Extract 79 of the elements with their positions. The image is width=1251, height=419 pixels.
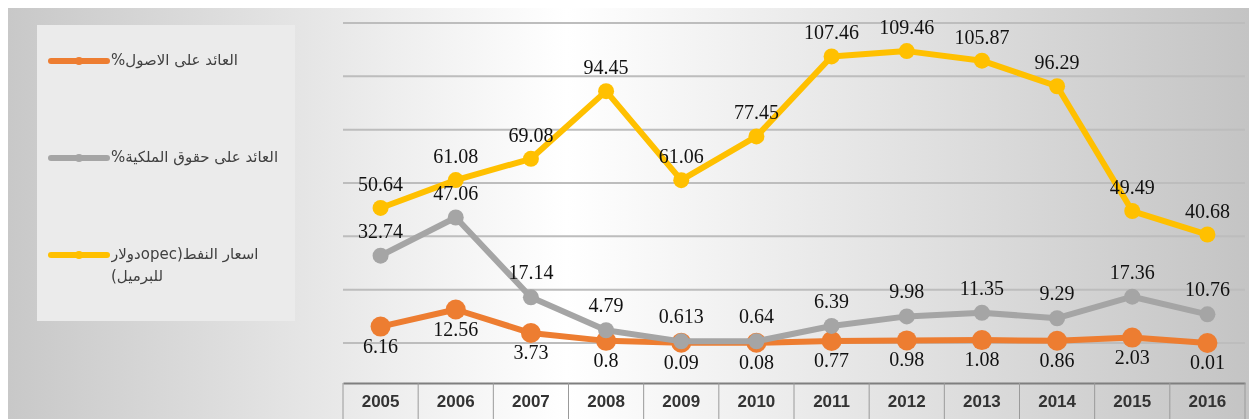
data-label: 107.46 [804,21,860,44]
x-tick-label: 2011 [813,392,851,412]
point [372,199,389,216]
point [598,83,615,100]
data-label: 32.74 [358,219,404,242]
point [973,52,990,69]
data-label: 11.35 [959,276,1005,299]
data-label: 0.08 [738,350,774,373]
data-label: 96.29 [1034,51,1080,74]
x-tick-label: 2014 [1038,392,1077,412]
x-tick-label: 2007 [512,392,550,412]
point [896,330,917,351]
data-label: 0.8 [593,348,619,371]
data-label: 0.86 [1039,348,1075,371]
x-tick-label: 2006 [436,392,475,412]
point [522,150,539,167]
data-label: 3.73 [513,341,549,364]
x-tick-label: 2015 [1113,392,1152,412]
data-label: 6.16 [363,334,399,357]
data-label: 40.68 [1184,199,1230,222]
point [1124,288,1141,305]
point [447,209,464,226]
point [445,299,466,320]
data-label: 0.613 [658,305,704,328]
data-label: 77.45 [733,101,779,124]
point [1122,327,1143,348]
x-tick-label: 2008 [587,392,625,412]
data-label: 61.08 [433,145,479,168]
x-tick-label: 2009 [662,392,701,412]
point [1197,332,1218,353]
point [673,172,690,189]
data-label: 0.98 [889,348,925,371]
data-label: 0.77 [814,348,850,371]
x-tick-label: 2016 [1188,392,1227,412]
legend-label: العائد على الاصول% [111,50,238,71]
data-label: 17.36 [1109,260,1155,283]
point [823,317,840,334]
data-label: 0.01 [1189,350,1225,373]
point [1199,306,1216,323]
x-tick-label: 2005 [361,392,400,412]
data-label: 9.98 [889,280,925,303]
data-label: 94.45 [583,56,629,79]
point [973,304,990,321]
data-label: 6.39 [814,289,850,312]
data-label: 12.56 [433,317,479,340]
point [370,316,391,337]
data-label: 105.87 [954,25,1010,48]
point [1049,310,1066,327]
point [898,308,915,325]
point [1049,78,1066,95]
data-label: 109.46 [879,16,935,39]
point [821,330,842,351]
data-label: 69.08 [508,123,554,146]
point [748,128,765,145]
point [1047,330,1068,351]
point [898,43,915,60]
point [971,330,992,351]
data-label: 50.64 [358,172,404,195]
x-tick-label: 2013 [963,392,1001,412]
x-tick-label: 2012 [887,392,926,412]
point [520,323,541,344]
point [598,322,615,339]
point [1199,226,1216,243]
data-label: 1.08 [964,348,1000,371]
data-label: 0.64 [738,305,774,328]
point [1124,203,1141,220]
data-label: 47.06 [433,181,479,204]
data-label: 9.29 [1039,282,1075,305]
x-tick-label: 2010 [737,392,776,412]
legend-label: العائد على حقوق الملكية% [111,147,279,168]
point [823,48,840,65]
legend-label: اسعار النفط(opecدولار للبرميل) [111,244,260,287]
data-label: 4.79 [588,294,624,317]
point [522,289,539,306]
data-label: 17.14 [508,261,554,284]
data-label: 2.03 [1114,345,1150,368]
data-label: 10.76 [1184,278,1230,301]
data-label: 0.09 [663,350,699,373]
point [372,247,389,264]
